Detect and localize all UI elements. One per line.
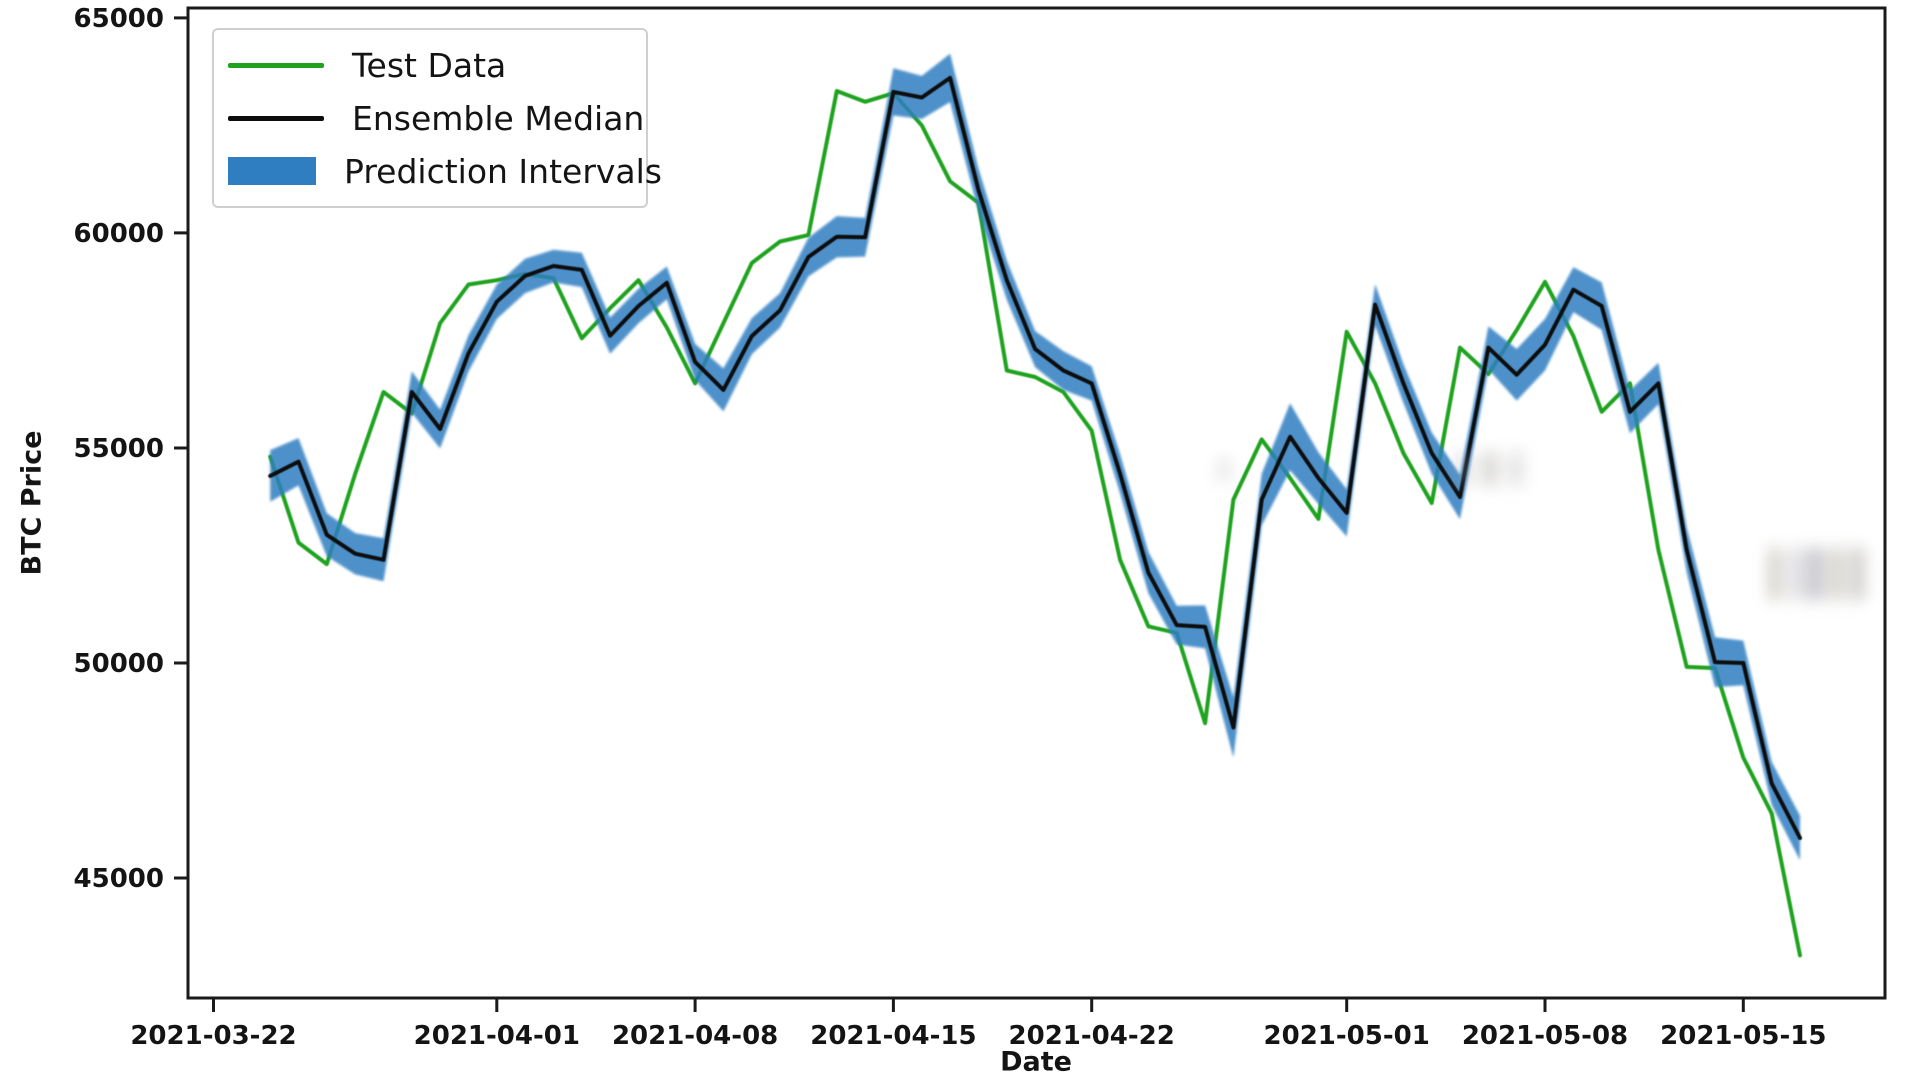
legend-item-ensemble-median: Ensemble Median (228, 97, 644, 139)
y-tick-label: 55000 (74, 434, 164, 464)
ensemble-median-line-swatch (228, 115, 324, 121)
legend-label: Ensemble Median (352, 98, 645, 138)
x-tick-label: 2021-04-01 (414, 1021, 580, 1051)
x-tick-label: 2021-05-15 (1660, 1021, 1826, 1051)
legend-item-prediction-intervals: Prediction Intervals (228, 150, 662, 192)
x-tick-label: 2021-05-08 (1462, 1021, 1628, 1051)
y-tick-label: 45000 (74, 864, 164, 894)
x-tick-label: 2021-03-22 (130, 1021, 296, 1051)
series-lines-layer (268, 89, 1802, 958)
x-axis-label: Date (1000, 1046, 1072, 1078)
y-axis-label: BTC Price (16, 430, 48, 576)
x-tick-label: 2021-05-01 (1264, 1021, 1430, 1051)
plot-border (186, 6, 1887, 1000)
y-tick-label: 65000 (74, 4, 164, 34)
prediction-intervals-patch-swatch (228, 157, 316, 185)
median-line-layer (268, 75, 1802, 840)
y-tick-label: 60000 (74, 219, 164, 249)
x-tick-label: 2021-04-08 (612, 1021, 778, 1051)
x-tick-label: 2021-04-22 (1009, 1021, 1175, 1051)
legend-item-test-data: Test Data (228, 44, 628, 86)
legend-label: Test Data (352, 45, 507, 85)
ensemble-median-line (268, 75, 1802, 840)
axes-layer: 2021-03-22 2021-04-01 2021-04-08 2021-04-15… (74, 4, 1887, 1051)
test-data-line-swatch (228, 62, 324, 68)
test-data-line (268, 89, 1802, 958)
legend-label: Prediction Intervals (344, 151, 662, 191)
legend: Test Data Ensemble Median Prediction Int… (212, 28, 662, 208)
y-tick-label: 50000 (74, 649, 164, 679)
x-tick-label: 2021-04-15 (810, 1021, 976, 1051)
